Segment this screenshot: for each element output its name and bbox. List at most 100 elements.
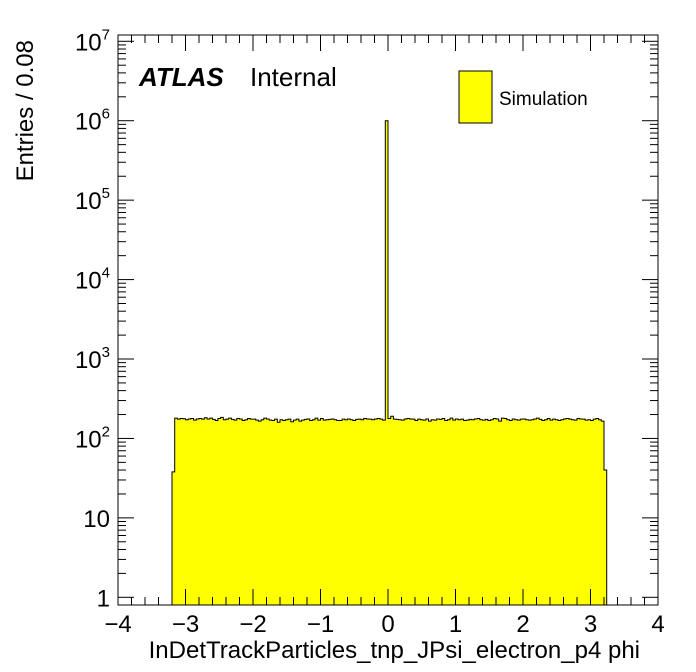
histogram-bin (242, 420, 246, 605)
histogram-bin (550, 420, 554, 605)
histogram-bin (590, 420, 594, 605)
histogram-bin (285, 419, 289, 605)
histogram-bin (496, 418, 500, 605)
histogram-bin (331, 418, 335, 605)
histogram-bin (220, 417, 224, 605)
histogram-bin (358, 419, 362, 605)
histogram-bin (490, 419, 494, 605)
legend-entry-simulation: Simulation (499, 89, 588, 110)
histogram-bin (531, 419, 535, 605)
histogram-bin (274, 419, 278, 605)
histogram-bin (574, 420, 578, 605)
histogram-bin (223, 419, 227, 605)
histogram-bin (298, 421, 302, 605)
histogram-bin (501, 418, 505, 605)
x-tick-label: −2 (239, 611, 266, 638)
x-tick-label: −4 (104, 611, 131, 638)
histogram-bin (174, 418, 178, 605)
histogram-bin (552, 419, 556, 605)
histogram-bin (474, 418, 478, 605)
histogram-bin (577, 418, 581, 605)
histogram-bin (207, 418, 211, 605)
histogram-bin (477, 418, 481, 605)
y-tick-label: 1 (97, 585, 110, 612)
histogram-bin (493, 418, 497, 605)
histogram-bin (339, 420, 343, 605)
histogram-bin (433, 420, 437, 605)
x-tick-label: 4 (651, 611, 664, 638)
histogram-bars (171, 120, 608, 606)
histogram-bin (190, 418, 194, 605)
histogram-bin (539, 419, 543, 605)
histogram-bin (347, 418, 351, 605)
histogram-bin (336, 420, 340, 605)
histogram-bin (396, 419, 400, 605)
histogram-bin (555, 419, 559, 605)
y-tick-label: 106 (75, 106, 110, 136)
histogram-bin (428, 421, 432, 605)
histogram-bin (334, 419, 338, 605)
histogram-bin (417, 419, 421, 605)
internal-label: Internal (250, 62, 337, 92)
x-tick-label: −1 (307, 611, 334, 638)
histogram-bin (425, 418, 429, 605)
histogram-bin (398, 419, 402, 605)
y-tick-label: 107 (75, 26, 110, 56)
histogram-bin (234, 420, 238, 605)
histogram-bin (585, 420, 589, 605)
histogram-bin (328, 419, 332, 605)
histogram-bin (487, 420, 491, 605)
histogram-bin (528, 420, 532, 605)
x-tick-label: 0 (381, 611, 394, 638)
histogram-bin (315, 418, 319, 605)
histogram-bin (263, 418, 267, 605)
histogram-bin (541, 420, 545, 605)
y-axis-label: Entries / 0.08 (12, 40, 39, 181)
histogram-bin (604, 470, 608, 605)
histogram-bin (587, 419, 591, 605)
histogram-bin (317, 420, 321, 605)
histogram-bin (482, 420, 486, 605)
x-tick-label: 2 (516, 611, 529, 638)
histogram-bin (520, 419, 524, 605)
y-axis-ticks: 1 10 102 103 104 105 106 107 (75, 26, 658, 612)
histogram-bin (512, 418, 516, 605)
histogram-bin (420, 419, 424, 605)
histogram-bin (455, 418, 459, 605)
histogram-bin (509, 420, 513, 605)
histogram-bin (431, 419, 435, 605)
histogram-bin (466, 420, 470, 605)
histogram-bin (498, 421, 502, 605)
histogram-bin (363, 418, 367, 605)
histogram-bin (471, 419, 475, 605)
atlas-label: ATLAS (138, 62, 224, 92)
histogram-bin (409, 418, 413, 605)
histogram-bin (377, 418, 381, 605)
histogram-bin (269, 420, 273, 605)
histogram-bin (312, 419, 316, 605)
histogram-bin (228, 418, 232, 605)
histogram-bin (504, 418, 508, 605)
histogram-bin (266, 418, 270, 605)
histogram-bin (288, 419, 292, 605)
histogram-bin (582, 419, 586, 605)
histogram-bin (458, 419, 462, 605)
histogram-bin (212, 419, 216, 605)
histogram-bin (282, 420, 286, 605)
histogram-bin (401, 420, 405, 605)
histogram-bin (301, 420, 305, 605)
histogram-bin (452, 420, 456, 605)
histogram-bin (293, 420, 297, 605)
histogram-bin (563, 418, 567, 605)
histogram-bin (479, 419, 483, 605)
histogram-bin (406, 418, 410, 605)
histogram-bin (258, 421, 262, 605)
histogram-bin (320, 418, 324, 605)
histogram-bin (307, 418, 311, 605)
histogram-bin (579, 418, 583, 605)
histogram-bin (415, 420, 419, 605)
y-tick-label: 103 (75, 344, 110, 374)
histogram-bin (374, 418, 378, 605)
y-tick-label: 102 (75, 423, 110, 453)
